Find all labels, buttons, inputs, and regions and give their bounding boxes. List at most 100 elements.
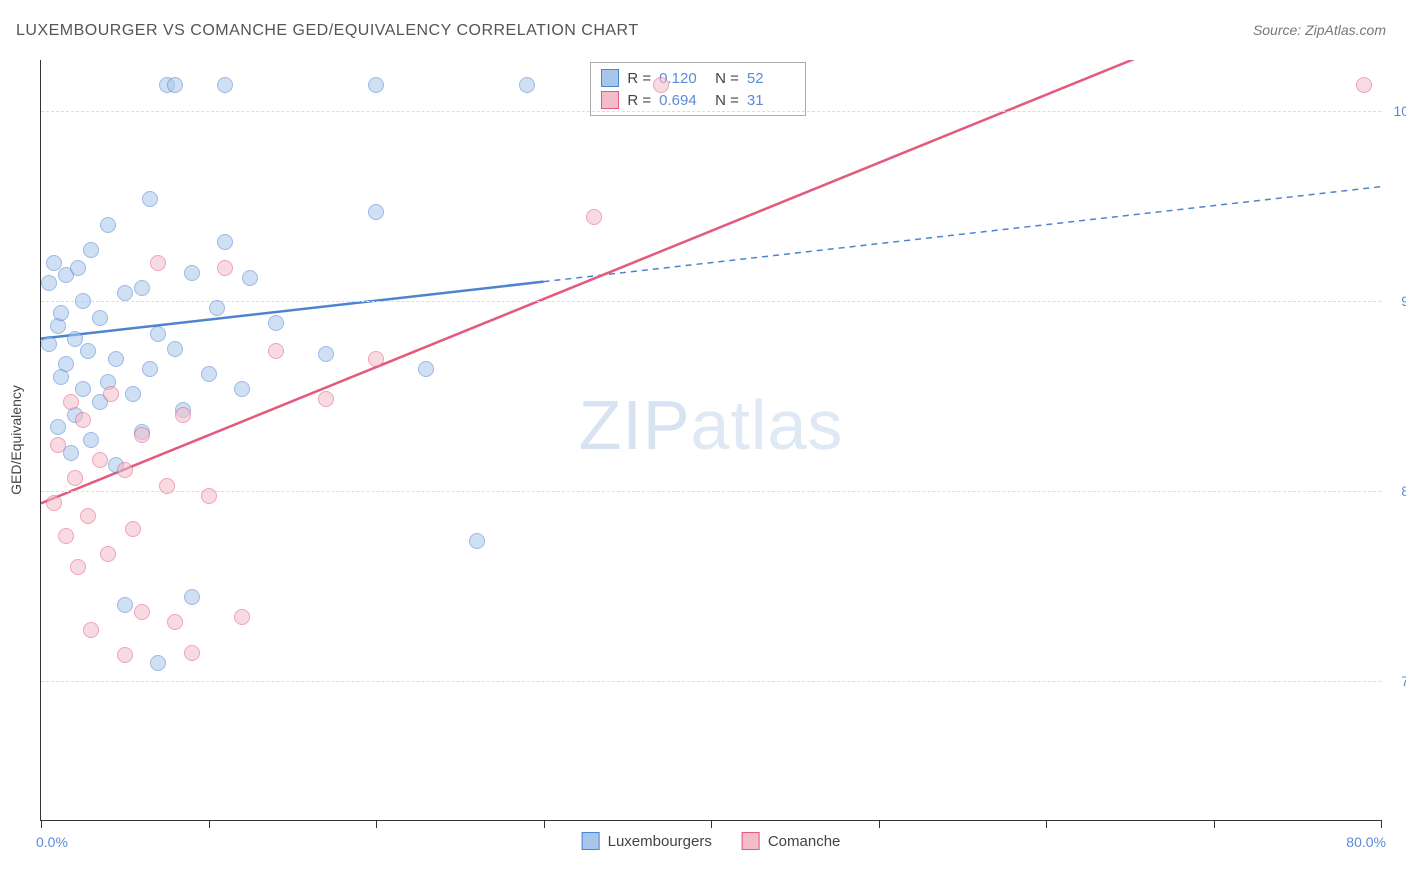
data-point: [150, 326, 166, 342]
data-point: [150, 255, 166, 271]
data-point: [83, 622, 99, 638]
data-point: [83, 242, 99, 258]
data-point: [50, 437, 66, 453]
y-tick-label: 100.0%: [1386, 103, 1406, 119]
data-point: [142, 191, 158, 207]
data-point: [142, 361, 158, 377]
data-point: [67, 470, 83, 486]
data-point: [217, 260, 233, 276]
data-point: [167, 614, 183, 630]
legend-swatch: [601, 69, 619, 87]
data-point: [318, 391, 334, 407]
data-point: [75, 293, 91, 309]
gridline: [41, 681, 1381, 682]
data-point: [368, 351, 384, 367]
data-point: [318, 346, 334, 362]
data-point: [209, 300, 225, 316]
data-point: [41, 275, 57, 291]
legend-r-label: R =: [627, 70, 651, 87]
x-axis-min-label: 0.0%: [36, 834, 68, 850]
legend-n-label: N =: [715, 70, 739, 87]
data-point: [150, 655, 166, 671]
chart-title: LUXEMBOURGER VS COMANCHE GED/EQUIVALENCY…: [16, 22, 639, 40]
x-axis-max-label: 80.0%: [1346, 834, 1386, 850]
legend-item: Comanche: [742, 832, 841, 850]
data-point: [167, 341, 183, 357]
x-tick: [711, 820, 712, 828]
data-point: [184, 265, 200, 281]
data-point: [108, 351, 124, 367]
x-tick: [1046, 820, 1047, 828]
data-point: [117, 597, 133, 613]
data-point: [63, 445, 79, 461]
data-point: [125, 521, 141, 537]
data-point: [519, 77, 535, 93]
data-point: [58, 528, 74, 544]
correlation-legend: R =0.120N =52R =0.694N =31: [590, 62, 806, 116]
data-point: [167, 77, 183, 93]
data-point: [268, 315, 284, 331]
data-point: [50, 419, 66, 435]
watermark-atlas: atlas: [691, 386, 844, 464]
legend-swatch: [742, 832, 760, 850]
x-tick: [1381, 820, 1382, 828]
data-point: [217, 234, 233, 250]
series-legend: Luxembourgers Comanche: [582, 832, 841, 850]
legend-row: R =0.120N =52: [601, 67, 795, 89]
data-point: [653, 77, 669, 93]
data-point: [234, 381, 250, 397]
data-point: [184, 589, 200, 605]
x-tick: [544, 820, 545, 828]
watermark-zip: ZIP: [579, 386, 691, 464]
legend-series-name: Luxembourgers: [608, 833, 712, 850]
trend-lines: [41, 60, 1381, 820]
data-point: [67, 331, 83, 347]
data-point: [63, 394, 79, 410]
data-point: [117, 462, 133, 478]
data-point: [201, 366, 217, 382]
data-point: [125, 386, 141, 402]
data-point: [134, 427, 150, 443]
data-point: [175, 407, 191, 423]
data-point: [268, 343, 284, 359]
legend-swatch: [601, 91, 619, 109]
data-point: [70, 559, 86, 575]
watermark: ZIPatlas: [579, 385, 844, 465]
data-point: [117, 647, 133, 663]
gridline: [41, 491, 1381, 492]
source-label: Source: ZipAtlas.com: [1253, 22, 1386, 38]
legend-r-value: 0.694: [659, 92, 707, 109]
y-tick-label: 85.0%: [1386, 483, 1406, 499]
legend-r-label: R =: [627, 92, 651, 109]
x-tick: [41, 820, 42, 828]
plot-area: ZIPatlas GED/Equivalency 0.0% 80.0% R =0…: [40, 60, 1381, 821]
legend-swatch: [582, 832, 600, 850]
x-tick: [1214, 820, 1215, 828]
data-point: [469, 533, 485, 549]
data-point: [80, 508, 96, 524]
data-point: [134, 280, 150, 296]
data-point: [134, 604, 150, 620]
data-point: [586, 209, 602, 225]
data-point: [58, 356, 74, 372]
data-point: [100, 546, 116, 562]
data-point: [234, 609, 250, 625]
data-point: [92, 452, 108, 468]
data-point: [92, 310, 108, 326]
gridline: [41, 111, 1381, 112]
legend-item: Luxembourgers: [582, 832, 712, 850]
data-point: [75, 381, 91, 397]
data-point: [80, 343, 96, 359]
legend-row: R =0.694N =31: [601, 89, 795, 111]
y-tick-label: 77.5%: [1386, 673, 1406, 689]
data-point: [368, 204, 384, 220]
x-tick: [879, 820, 880, 828]
data-point: [242, 270, 258, 286]
data-point: [70, 260, 86, 276]
data-point: [46, 495, 62, 511]
y-axis-label: GED/Equivalency: [8, 385, 24, 495]
data-point: [53, 305, 69, 321]
data-point: [418, 361, 434, 377]
data-point: [217, 77, 233, 93]
data-point: [83, 432, 99, 448]
